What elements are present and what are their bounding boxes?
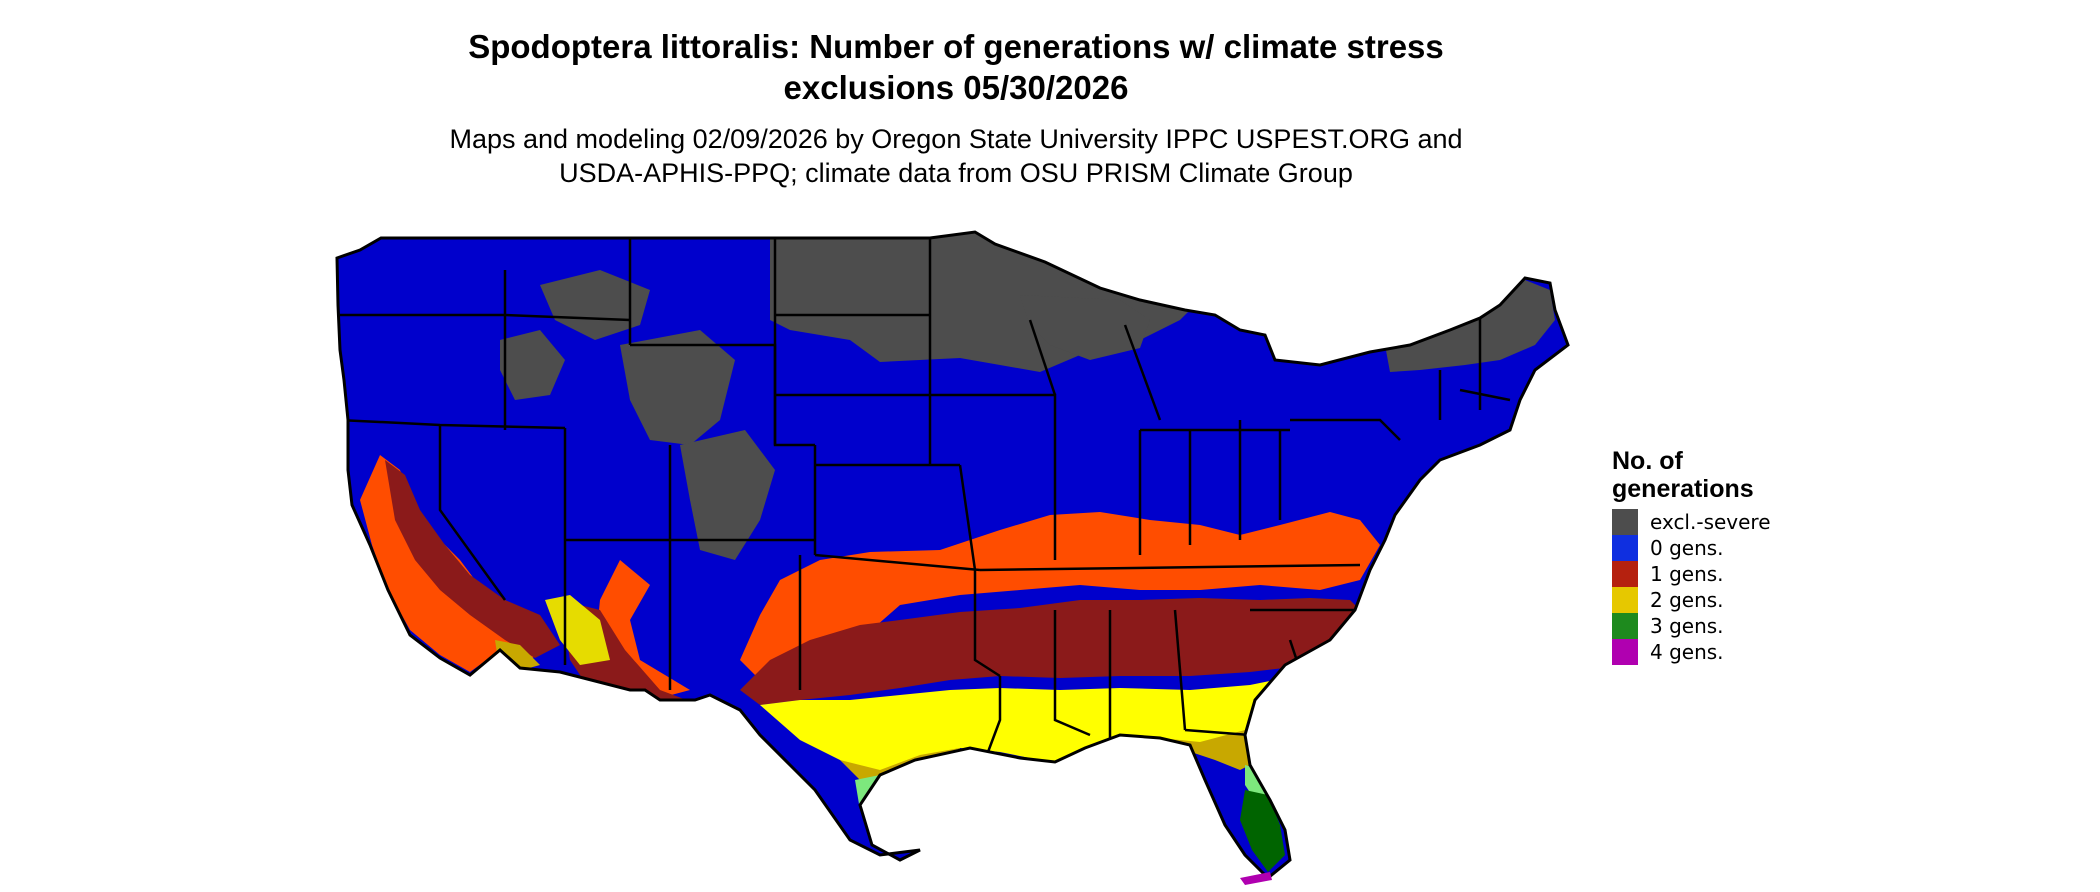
zone-excl-severe-montana bbox=[540, 270, 650, 340]
legend-item-3-gens: 3 gens. bbox=[1612, 613, 1872, 639]
legend-swatch bbox=[1612, 561, 1638, 587]
zone-excl-severe-colorado bbox=[680, 430, 775, 560]
legend-label: 4 gens. bbox=[1650, 640, 1724, 664]
map-title: Spodoptera littoralis: Number of generat… bbox=[0, 26, 1912, 108]
zone-4gen-florida-keys bbox=[1240, 872, 1272, 885]
legend-item-0-gens: 0 gens. bbox=[1612, 535, 1872, 561]
map-subtitle-line2: USDA-APHIS-PPQ; climate data from OSU PR… bbox=[559, 158, 1353, 188]
zone-3gen-dark-texas bbox=[868, 800, 910, 850]
legend-label: 3 gens. bbox=[1650, 614, 1724, 638]
legend-label: 0 gens. bbox=[1650, 536, 1724, 560]
legend-swatch bbox=[1612, 535, 1638, 561]
zone-excl-severe-great-lakes bbox=[1020, 295, 1150, 360]
legend-title-line2: generations bbox=[1612, 475, 1754, 503]
zone-3gen-dark-florida bbox=[1240, 790, 1285, 872]
legend-item-excl-severe: excl.-severe bbox=[1612, 509, 1872, 535]
zone-1gen-dark-california bbox=[385, 460, 560, 658]
zone-2gen-dark-florida bbox=[1160, 730, 1260, 770]
zone-excl-severe-new-england bbox=[1385, 280, 1555, 372]
map-subtitle: Maps and modeling 02/09/2026 by Oregon S… bbox=[0, 122, 1912, 190]
map-subtitle-line1: Maps and modeling 02/09/2026 by Oregon S… bbox=[449, 124, 1463, 154]
state-borders bbox=[339, 238, 1511, 761]
legend-label: 1 gens. bbox=[1650, 562, 1724, 586]
map-legend: No. of generations excl.-severe 0 gens. … bbox=[1612, 447, 1872, 665]
legend-item-2-gens: 2 gens. bbox=[1612, 587, 1872, 613]
legend-swatch bbox=[1612, 509, 1638, 535]
zone-excl-severe-rockies bbox=[620, 330, 735, 445]
legend-title-line1: No. of bbox=[1612, 447, 1683, 475]
zone-1gen-light-band bbox=[740, 512, 1380, 680]
legend-label: 2 gens. bbox=[1650, 588, 1724, 612]
legend-swatch bbox=[1612, 587, 1638, 613]
map-title-line1: Spodoptera littoralis: Number of generat… bbox=[468, 28, 1444, 65]
legend-item-4-gens: 4 gens. bbox=[1612, 639, 1872, 665]
zone-2gen-light-gulf bbox=[760, 675, 1300, 780]
zone-2gen-arizona bbox=[545, 595, 610, 665]
legend-title: No. of generations bbox=[1612, 447, 1872, 503]
legend-swatch bbox=[1612, 639, 1638, 665]
legend-item-1-gens: 1 gens. bbox=[1612, 561, 1872, 587]
map-title-line2: exclusions 05/30/2026 bbox=[783, 69, 1129, 106]
legend-swatch bbox=[1612, 613, 1638, 639]
zone-excl-severe-idaho bbox=[500, 330, 565, 400]
legend-label: excl.-severe bbox=[1650, 510, 1771, 534]
